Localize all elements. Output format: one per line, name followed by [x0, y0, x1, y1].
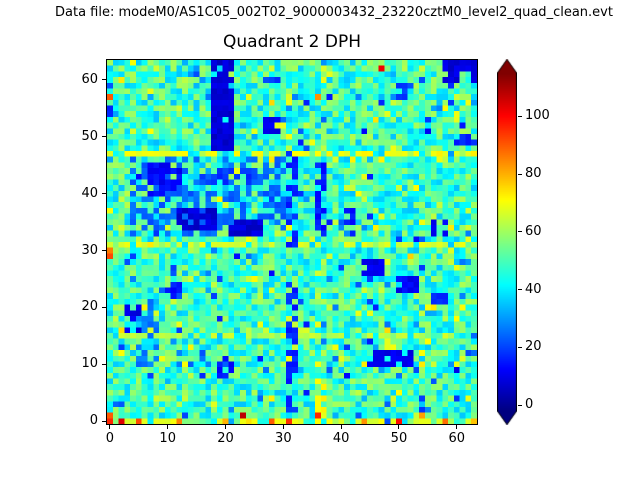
datafile-annotation: Data file: modeM0/AS1C05_002T02_90000034…: [55, 5, 613, 20]
colorbar-tick-label: 60: [525, 223, 542, 239]
y-tick-mark: [102, 420, 106, 422]
y-tick-label: 60: [81, 71, 98, 87]
y-tick-mark: [102, 363, 106, 365]
x-tick-mark: [225, 425, 227, 429]
colorbar-tick-label: 40: [525, 281, 542, 297]
colorbar-tick-label: 100: [525, 108, 550, 124]
x-tick-mark: [167, 425, 169, 429]
chart-title: Quadrant 2 DPH: [223, 32, 361, 52]
colorbar-tick-label: 80: [525, 166, 542, 182]
x-tick-label: 10: [159, 431, 176, 446]
x-tick-mark: [109, 425, 111, 429]
y-tick-mark: [102, 250, 106, 252]
y-tick-mark: [102, 306, 106, 308]
x-tick-label: 30: [275, 431, 292, 446]
colorbar-tick-label: 0: [525, 397, 534, 413]
x-tick-mark: [340, 425, 342, 429]
y-tick-label: 0: [89, 413, 98, 429]
colorbar-tick-mark: [518, 289, 522, 291]
colorbar-tick-mark: [518, 346, 522, 348]
colorbar-tick-mark: [518, 231, 522, 233]
heatmap-axes: [106, 59, 478, 425]
colorbar-tick-mark: [518, 115, 522, 117]
x-tick-label: 20: [217, 431, 234, 446]
x-tick-label: 0: [105, 431, 115, 446]
colorbar-tick-label: 20: [525, 339, 542, 355]
y-tick-mark: [102, 193, 106, 195]
x-tick-label: 50: [390, 431, 408, 446]
y-tick-mark: [102, 79, 106, 81]
colorbar: [497, 59, 517, 425]
heatmap-image: [107, 60, 477, 424]
colorbar-tick-mark: [518, 404, 522, 406]
y-tick-label: 10: [81, 356, 98, 372]
x-tick-label: 60: [448, 431, 466, 446]
y-tick-label: 40: [81, 185, 98, 201]
y-tick-mark: [102, 136, 106, 138]
colorbar-tick-mark: [518, 173, 522, 175]
y-tick-label: 20: [81, 299, 98, 315]
x-tick-mark: [282, 425, 284, 429]
y-tick-label: 30: [81, 242, 98, 258]
x-tick-label: 40: [332, 431, 350, 446]
x-tick-mark: [398, 425, 400, 429]
x-tick-mark: [456, 425, 458, 429]
colorbar-gradient: [497, 59, 517, 425]
y-tick-label: 50: [81, 128, 98, 144]
